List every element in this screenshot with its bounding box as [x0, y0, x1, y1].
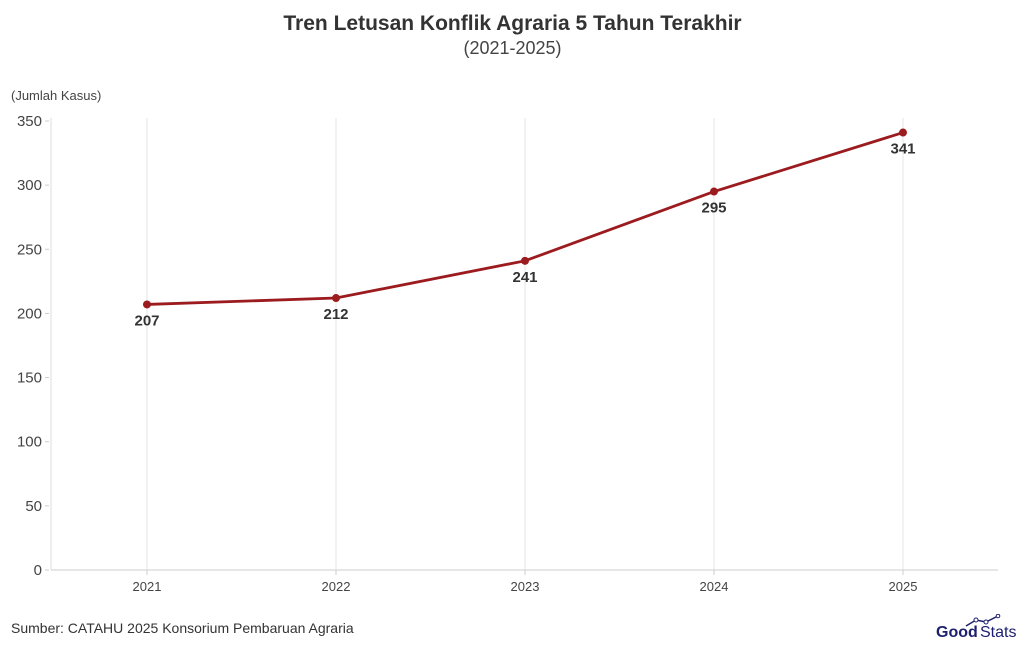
- x-tick-label: 2025: [889, 579, 918, 594]
- data-point: [332, 294, 340, 303]
- y-tick-label: 250: [17, 241, 42, 258]
- y-tick-label: 100: [17, 434, 42, 451]
- data-point: [899, 128, 907, 137]
- y-axis-label: (Jumlah Kasus): [11, 88, 102, 103]
- data-label: 207: [134, 312, 159, 329]
- x-tick-label: 2023: [511, 579, 540, 594]
- data-point: [143, 300, 151, 309]
- x-tick-label: 2021: [133, 579, 162, 594]
- goodstats-logo: Good Stats: [936, 613, 1018, 645]
- y-tick-label: 300: [17, 177, 42, 194]
- y-tick-label: 150: [17, 370, 42, 387]
- source-note: Sumber: CATAHU 2025 Konsorium Pembaruan …: [11, 620, 354, 636]
- data-point: [710, 187, 718, 196]
- y-tick-label: 200: [17, 305, 42, 322]
- data-point: [521, 256, 529, 265]
- x-tick-label: 2024: [700, 579, 729, 594]
- chart-subtitle: (2021-2025): [463, 38, 562, 58]
- data-label: 212: [323, 306, 348, 323]
- data-label: 241: [512, 269, 537, 286]
- y-tick-label: 0: [34, 562, 42, 579]
- data-label: 341: [890, 141, 915, 158]
- y-tick-label: 350: [17, 113, 42, 130]
- svg-text:Good: Good: [936, 624, 978, 640]
- data-label: 295: [701, 200, 726, 217]
- x-tick-label: 2022: [322, 579, 351, 594]
- y-tick-label: 50: [25, 498, 42, 515]
- chart-title: Tren Letusan Konflik Agraria 5 Tahun Ter…: [283, 12, 742, 35]
- svg-text:Stats: Stats: [980, 624, 1016, 640]
